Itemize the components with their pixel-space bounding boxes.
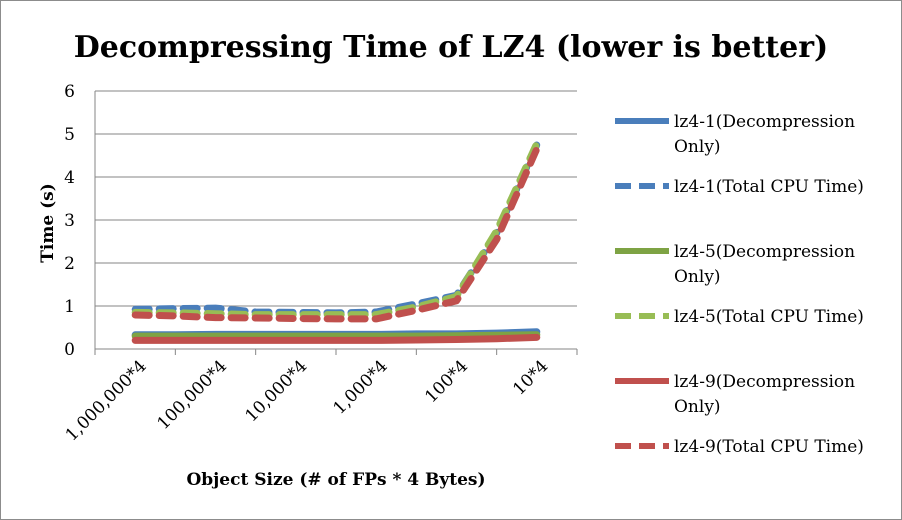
x-axis-title: Object Size (# of FPs * 4 Bytes): [186, 470, 485, 490]
y-tick-labels: 0 1 2 3 4 5 6: [64, 82, 75, 360]
legend-label: lz4-5(Total CPU Time): [674, 307, 864, 327]
legend-label: lz4-5(Decompression Only): [674, 242, 855, 287]
x-tick-label: 100*4: [421, 356, 472, 407]
x-tick-label: 1,000,000*4: [62, 356, 151, 445]
legend-label: lz4-9(Decompression Only): [674, 372, 855, 417]
gridlines: [95, 90, 577, 307]
legend-label: lz4-9(Total CPU Time): [674, 437, 864, 457]
x-tick-label: 10,000*4: [241, 356, 311, 426]
x-tick-label: 1,000*4: [329, 356, 391, 418]
y-tick-label: 1: [64, 297, 75, 317]
series-line: [131, 140, 541, 319]
y-tick-label: 3: [64, 211, 75, 231]
series-line: [131, 331, 541, 340]
series-line: [131, 145, 541, 323]
series-lines: [131, 140, 541, 344]
y-axis-title: Time (s): [38, 183, 58, 263]
y-tick-label: 6: [64, 82, 75, 102]
y-tick-label: 5: [64, 125, 75, 145]
y-tick-label: 4: [64, 168, 75, 188]
x-tick-labels: 1,000,000*4 100,000*4 10,000*4 1,000*4 100*4…: [62, 349, 578, 445]
series-line: [131, 333, 541, 344]
legend-label: lz4-1(Total CPU Time): [674, 177, 864, 197]
legend: lz4-1(Decompression Only) lz4-1(Total CPU …: [615, 112, 864, 457]
x-tick-label: 10*4: [509, 356, 552, 399]
chart-title: Decompressing Time of LZ4 (lower is bett…: [74, 30, 828, 65]
y-tick-label: 0: [64, 340, 75, 360]
x-tick-label: 100,000*4: [154, 356, 232, 434]
y-tick-label: 2: [64, 254, 75, 274]
legend-label: lz4-1(Decompression Only): [674, 112, 855, 157]
series-line: [131, 141, 541, 317]
